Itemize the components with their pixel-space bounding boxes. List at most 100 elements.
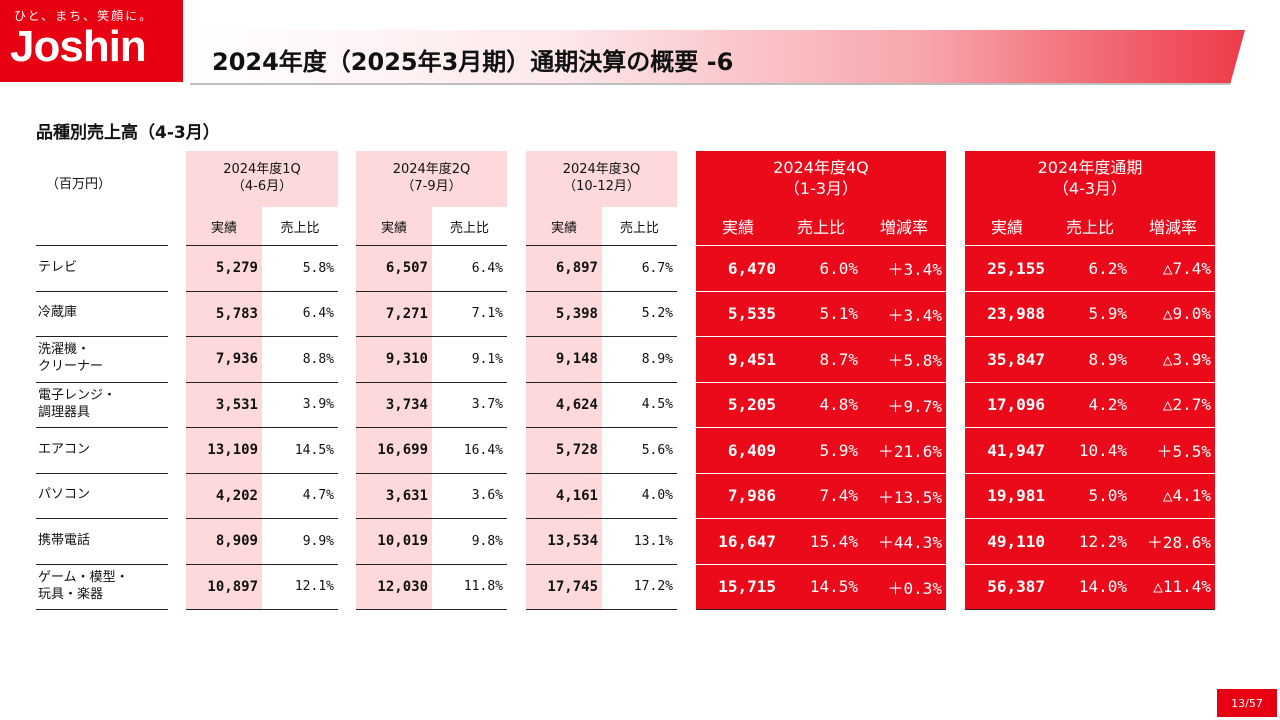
category-label: 携帯電話 (38, 519, 90, 564)
row-divider (186, 290, 338, 292)
sales-value-cell: 6,409 (727, 440, 776, 460)
ratio-cell: 13.1% (633, 533, 673, 549)
sales-value-cell: 6,507 (385, 260, 428, 277)
ratio-cell: 14.5% (809, 577, 858, 597)
sales-value-cell: 5,728 (555, 442, 598, 459)
row-divider (696, 563, 946, 565)
row-divider (186, 245, 338, 246)
row-divider (696, 472, 946, 474)
ratio-cell: 6.4% (302, 306, 334, 322)
ratio-cell: 12.2% (1078, 531, 1127, 551)
sales-value-cell: 17,745 (547, 578, 598, 595)
sales-value-cell: 35,847 (987, 349, 1045, 369)
sales-value-cell: 9,310 (385, 351, 428, 368)
label-row-divider (36, 336, 168, 337)
row-divider (965, 427, 1215, 428)
row-divider (356, 427, 507, 428)
group-4-shade (965, 207, 1215, 609)
row-divider (186, 563, 338, 565)
subheader-ratio: 売上比 (449, 220, 489, 236)
group-0-actual-shade (186, 207, 262, 609)
sales-value-cell: 7,986 (727, 486, 776, 506)
row-divider (186, 518, 338, 519)
ratio-cell: 8.9% (641, 351, 673, 367)
ratio-cell: △2.7% (1162, 395, 1211, 415)
category-label: ゲーム・模型・ 玩具・楽器 (38, 565, 129, 610)
page-title: 2024年度（2025年3月期）通期決算の概要 -6 (212, 48, 734, 76)
label-row-divider (36, 245, 168, 246)
sales-value-cell: 16,647 (718, 531, 776, 551)
sales-value-cell: 25,155 (987, 258, 1045, 278)
row-divider (526, 245, 677, 246)
ratio-cell: 10.4% (1078, 440, 1127, 460)
ratio-cell: 3.7% (471, 397, 503, 413)
group-header-period: 2024年度4Q (773, 158, 869, 178)
sales-value-cell: 5,398 (555, 305, 598, 322)
row-divider (965, 518, 1215, 519)
sales-value-cell: 17,096 (987, 395, 1045, 415)
subheader-actual: 実績 (550, 220, 577, 236)
group-header-months: （1-3月） (783, 179, 859, 198)
ratio-cell: 9.8% (471, 533, 503, 549)
ratio-cell: ＋3.4% (887, 305, 942, 325)
group-header-4: 2024年度通期 （4-3月） (965, 151, 1215, 207)
category-label-line1: ゲーム・模型・ (38, 569, 129, 585)
sales-value-cell: 3,531 (215, 396, 258, 413)
sales-value-cell: 23,988 (987, 304, 1045, 324)
category-label-line1: 冷蔵庫 (38, 305, 78, 321)
category-label: エアコン (38, 428, 90, 473)
sales-value-cell: 4,202 (215, 487, 258, 504)
category-label: 洗濯機・ クリーナー (38, 337, 103, 382)
category-label: パソコン (38, 474, 90, 519)
group-header-months: （7-9月） (401, 179, 462, 194)
sales-value-cell: 5,205 (727, 395, 776, 415)
ratio-cell: ＋0.3% (887, 578, 942, 598)
ratio-cell: 5.2% (641, 306, 673, 322)
row-divider (186, 609, 338, 610)
ratio-cell: 4.7% (302, 488, 334, 504)
group-header-period: 2024年度3Q (562, 162, 641, 178)
ratio-cell: 5.9% (1088, 304, 1127, 324)
subheader-actual: 実績 (990, 218, 1023, 237)
ratio-cell: 9.1% (471, 351, 503, 367)
category-label: 冷蔵庫 (38, 292, 77, 337)
group-header-months: （4-6月） (231, 179, 293, 194)
row-divider (696, 381, 946, 383)
row-divider (526, 609, 677, 610)
section-title: 品種別売上高（4-3月） (36, 123, 220, 143)
sales-value-cell: 41,947 (987, 440, 1045, 460)
row-divider (356, 563, 507, 565)
sales-value-cell: 9,451 (727, 349, 776, 369)
label-row-divider (36, 518, 168, 519)
category-label-line1: 洗濯機・ (38, 342, 91, 358)
group-header-months: （4-3月） (1052, 179, 1128, 198)
sales-value-cell: 10,897 (207, 578, 258, 595)
row-divider (965, 381, 1215, 383)
row-divider (356, 609, 507, 610)
group-header-period: 2024年度2Q (392, 162, 471, 178)
ratio-cell: 7.4% (819, 486, 858, 506)
group-header-1: 2024年度2Q （7-9月） (356, 151, 507, 207)
ratio-cell: △3.9% (1162, 349, 1211, 369)
category-label-line1: パソコン (38, 487, 91, 503)
subheader-actual: 実績 (210, 220, 237, 236)
label-row-divider (36, 290, 168, 292)
sales-value-cell: 15,715 (718, 577, 776, 597)
row-divider (965, 245, 1215, 246)
category-label-text: 携帯電話 (38, 533, 90, 550)
group-header-months: （10-12月） (563, 179, 640, 194)
row-divider (526, 336, 677, 337)
row-divider (356, 518, 507, 519)
sales-value-cell: 7,936 (215, 351, 258, 368)
row-divider (526, 472, 677, 474)
subheader-change: 増減率 (879, 218, 928, 237)
group-header-0: 2024年度1Q （4-6月） (186, 151, 338, 207)
ratio-cell: ＋3.4% (887, 260, 942, 280)
sales-value-cell: 4,161 (555, 487, 598, 504)
sales-value-cell: 3,631 (385, 487, 428, 504)
category-label-text: ゲーム・模型・ 玩具・楽器 (38, 570, 129, 604)
ratio-cell: 12.1% (294, 579, 334, 595)
ratio-cell: 8.8% (302, 351, 334, 367)
category-label-line1: エアコン (38, 441, 91, 457)
subheader-ratio: 売上比 (1065, 218, 1114, 237)
